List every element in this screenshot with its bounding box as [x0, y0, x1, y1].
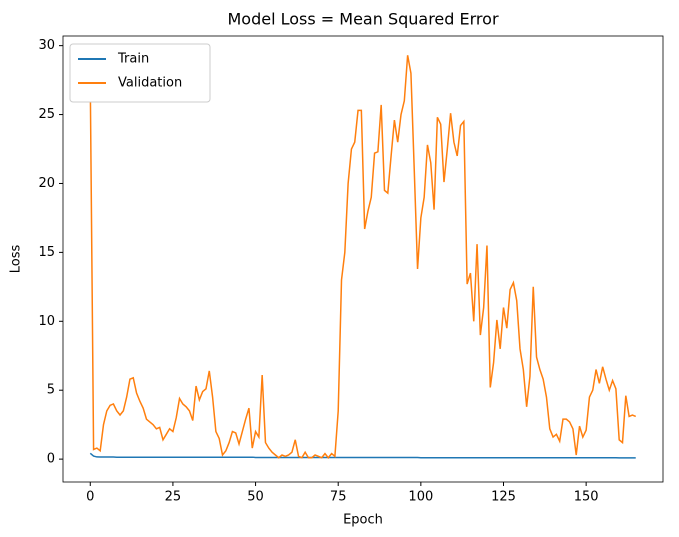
y-tick-label: 0	[47, 452, 55, 467]
y-tick-label: 25	[38, 107, 55, 122]
series-line	[89, 55, 637, 459]
y-tick-label: 5	[47, 383, 55, 398]
y-tick-label: 20	[38, 176, 55, 191]
x-tick-label: 75	[330, 490, 347, 505]
plot-frame	[62, 35, 664, 483]
x-axis-label: Epoch	[343, 513, 383, 528]
x-tick-label: 100	[408, 490, 433, 505]
legend-label: Train	[117, 52, 149, 67]
y-tick-label: 15	[38, 245, 55, 260]
x-tick-label: 0	[86, 490, 94, 505]
series-line	[89, 452, 636, 459]
x-tick-label: 125	[491, 490, 516, 505]
legend-label: Validation	[118, 76, 182, 91]
chart-title: Model Loss = Mean Squared Error	[227, 10, 498, 29]
y-axis-label: Loss	[9, 245, 24, 274]
y-tick-label: 10	[38, 314, 55, 329]
y-tick-label: 30	[38, 38, 55, 53]
x-tick-label: 25	[165, 490, 182, 505]
x-tick-label: 50	[247, 490, 264, 505]
x-tick-label: 150	[574, 490, 599, 505]
